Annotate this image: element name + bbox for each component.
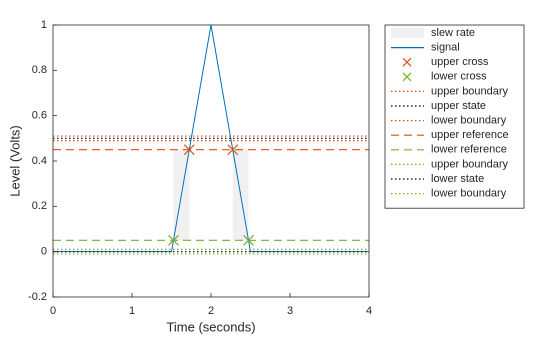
y-tick-label: 0.4 <box>32 155 47 167</box>
y-tick-label: 0.6 <box>32 110 47 122</box>
x-axis-label: Time (seconds) <box>166 319 255 334</box>
y-tick-label: 0.8 <box>32 64 47 76</box>
x-tick-label: 1 <box>129 305 135 317</box>
legend-label: lower cross <box>431 71 487 83</box>
y-tick-label: 0.2 <box>32 200 47 212</box>
legend-swatch <box>402 57 412 67</box>
legend-label: lower state <box>431 173 484 185</box>
legend-label: upper boundary <box>431 85 509 97</box>
legend-label: upper reference <box>431 129 509 141</box>
legend-label: lower boundary <box>431 115 507 127</box>
legend-label: upper state <box>431 100 486 112</box>
y-tick-label: 1 <box>41 19 47 31</box>
legend-label: upper cross <box>431 56 489 68</box>
legend-label: lower reference <box>431 144 507 156</box>
x-tick-label: 4 <box>366 305 372 317</box>
legend-box <box>384 24 525 209</box>
y-axis-label: Level (Volts) <box>7 125 22 197</box>
y-tick-label: 0 <box>41 246 47 258</box>
cross-marker <box>227 144 239 156</box>
legend-label: slew rate <box>431 27 475 39</box>
x-tick-label: 2 <box>208 305 214 317</box>
legend-label: upper boundary <box>431 158 509 170</box>
plot-area <box>53 25 369 297</box>
x-tick-label: 3 <box>287 305 293 317</box>
legend-label: signal <box>431 42 460 54</box>
y-tick-label: -0.2 <box>28 291 47 303</box>
x-tick-label: 0 <box>50 305 56 317</box>
legend-swatch <box>391 28 424 38</box>
legend-swatch <box>402 72 412 82</box>
legend-label: lower boundary <box>431 188 507 200</box>
